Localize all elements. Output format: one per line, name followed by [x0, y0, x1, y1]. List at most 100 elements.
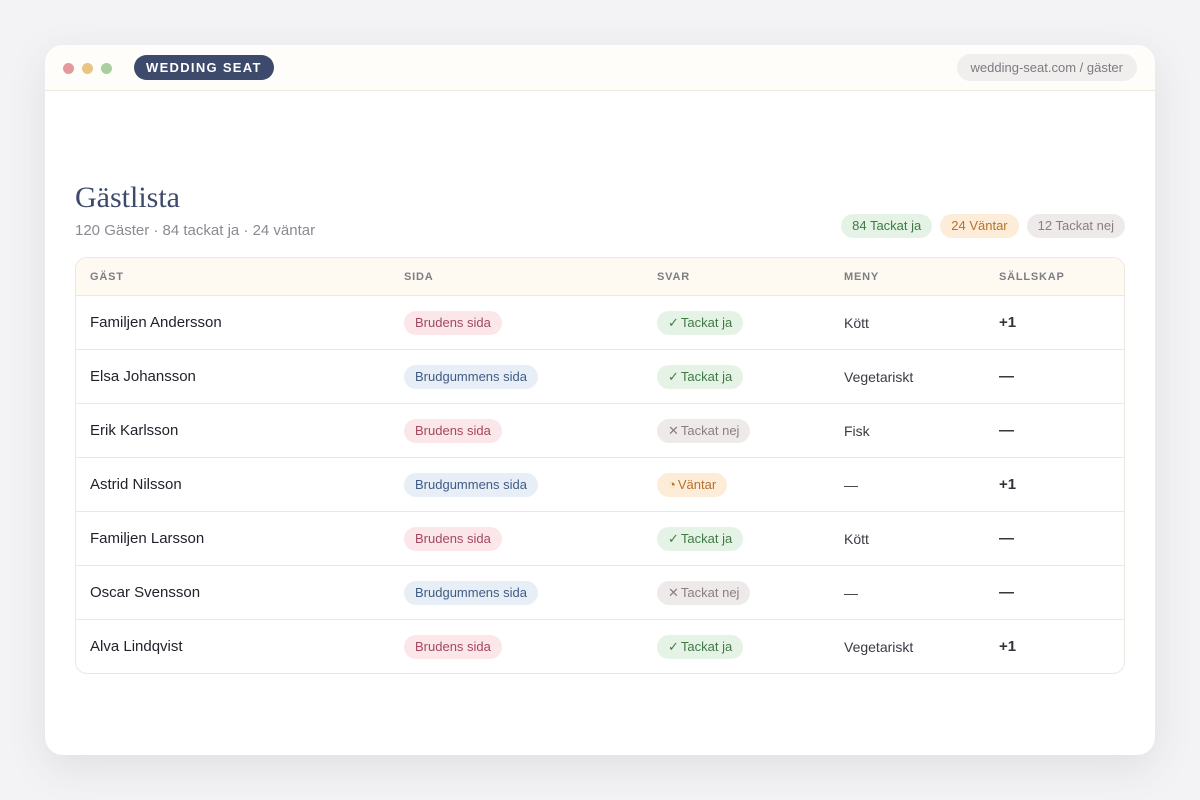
browser-bar: WEDDING SEAT wedding-seat.com / gäster [45, 45, 1155, 91]
side-badge: Brudgummens sida [404, 472, 538, 497]
column-header: GÄST [90, 270, 124, 283]
party: +1 [999, 476, 1017, 493]
menu: — [844, 584, 858, 601]
cell: +1 [999, 458, 1016, 511]
guest-row[interactable]: Elsa Johansson Brudgummens sida ✓ Tackat ja… [76, 349, 1124, 403]
guest-row[interactable]: Astrid Nilsson Brudgummens sida ◔ Väntar — +1 [76, 457, 1124, 511]
guest-name: Familjen Larsson [90, 530, 205, 547]
reply-badge: ✓ Tackat ja [657, 310, 744, 335]
cell: — [999, 350, 1014, 403]
table-header: GÄST SIDA SVAR MENY SÄLLSKAP [76, 258, 1124, 295]
cell: Brudgummens sida [404, 566, 538, 619]
brand[interactable]: WEDDING SEAT [134, 55, 274, 80]
side-badge: Brudens sida [404, 310, 502, 335]
cell: Brudens sida [404, 296, 502, 349]
menu: Kött [844, 530, 869, 547]
cell: Elsa Johansson [90, 350, 196, 403]
party: +1 [999, 314, 1017, 331]
cell: ◔ Väntar [657, 458, 728, 511]
reply-text: Tackat ja [680, 314, 733, 330]
cell: Brudens sida [404, 404, 502, 457]
side-badge: Brudens sida [404, 526, 502, 551]
guest-row[interactable]: Oscar Svensson Brudgummens sida ✕ Tackat ne… [76, 565, 1124, 619]
cell: Oscar Svensson [90, 566, 200, 619]
party: — [999, 530, 1014, 547]
cell: — [844, 566, 858, 619]
summary-badge[interactable]: 12 Tackat nej [1026, 214, 1125, 238]
window-dot [101, 63, 112, 74]
cell: Familjen Andersson [90, 296, 222, 349]
reply-text: Tackat nej [680, 422, 740, 438]
cell: +1 [999, 620, 1016, 673]
reply-icon: ✓ [668, 638, 679, 654]
menu: Kött [844, 314, 869, 331]
column-header: SIDA [404, 270, 434, 283]
guest-name: Alva Lindqvist [90, 638, 183, 655]
column-header: SÄLLSKAP [999, 270, 1065, 283]
window-dot [82, 63, 93, 74]
cell: ✓ Tackat ja [657, 512, 744, 565]
page-subtitle: 120 Gäster · 84 tackat ja · 24 väntar [75, 222, 316, 239]
reply-icon: ✓ [668, 530, 679, 546]
guest-row[interactable]: Erik Karlsson Brudens sida ✕ Tackat nej Fisk… [76, 403, 1124, 457]
reply-icon: ✓ [668, 368, 679, 384]
summary-badge[interactable]: 84 Tackat ja [841, 214, 933, 238]
side-badge: Brudens sida [404, 418, 502, 443]
cell: Fisk [844, 404, 870, 457]
guest-table: GÄST SIDA SVAR MENY SÄLLSKAP Familjen Anders… [75, 257, 1125, 674]
cell: ✓ Tackat ja [657, 296, 744, 349]
reply-badge: ✓ Tackat ja [657, 526, 744, 551]
menu: Vegetariskt [844, 368, 914, 385]
reply-badge: ✕ Tackat nej [657, 580, 751, 605]
guest-name: Elsa Johansson [90, 368, 196, 385]
cell: Vegetariskt [844, 620, 913, 673]
side-badge: Brudgummens sida [404, 580, 538, 605]
reply-text: Tackat ja [680, 638, 733, 654]
cell: Astrid Nilsson [90, 458, 182, 511]
page-title: Gästlista [75, 181, 180, 214]
side-badge: Brudens sida [404, 634, 502, 659]
cell: Brudens sida [404, 620, 502, 673]
summary-badge[interactable]: 24 Väntar [940, 214, 1019, 238]
guest-name: Familjen Andersson [90, 314, 222, 331]
cell: ✓ Tackat ja [657, 620, 744, 673]
cell: Familjen Larsson [90, 512, 204, 565]
party: +1 [999, 638, 1017, 655]
guest-row[interactable]: Familjen Andersson Brudens sida ✓ Tackat ja… [76, 295, 1124, 349]
cell: — [999, 512, 1014, 565]
cell: — [844, 458, 858, 511]
url-bar[interactable]: wedding-seat.com / gäster [956, 54, 1137, 81]
reply-text: Väntar [677, 476, 717, 492]
cell: +1 [999, 296, 1016, 349]
guest-name: Oscar Svensson [90, 584, 201, 601]
cell: Kött [844, 512, 869, 565]
reply-icon: ✓ [668, 314, 679, 330]
cell: Brudens sida [404, 512, 502, 565]
cell: Vegetariskt [844, 350, 913, 403]
reply-badge: ✓ Tackat ja [657, 634, 744, 659]
guest-row[interactable]: Alva Lindqvist Brudens sida ✓ Tackat ja Vege… [76, 619, 1124, 673]
guest-row[interactable]: Familjen Larsson Brudens sida ✓ Tackat ja Kö… [76, 511, 1124, 565]
guest-name: Astrid Nilsson [90, 476, 182, 493]
column-header: SVAR [657, 270, 690, 283]
reply-icon: ✕ [668, 584, 679, 600]
cell: ✕ Tackat nej [657, 404, 751, 457]
cell: — [999, 566, 1014, 619]
reply-icon: ✕ [668, 422, 679, 438]
summary-badges: 84 Tackat ja 24 Väntar 12 Tackat nej [841, 214, 1125, 238]
cell: — [999, 404, 1014, 457]
side-badge: Brudgummens sida [404, 364, 538, 389]
cell: Alva Lindqvist [90, 620, 183, 673]
menu: Vegetariskt [844, 638, 914, 655]
cell: Brudgummens sida [404, 458, 538, 511]
guest-name: Erik Karlsson [90, 422, 179, 439]
menu: Fisk [844, 422, 870, 439]
browser-window: WEDDING SEAT wedding-seat.com / gäster G… [45, 45, 1155, 755]
reply-badge: ✓ Tackat ja [657, 364, 744, 389]
reply-text: Tackat nej [680, 584, 740, 600]
reply-badge: ◔ Väntar [657, 472, 728, 497]
cell: ✕ Tackat nej [657, 566, 751, 619]
menu: — [844, 476, 858, 493]
